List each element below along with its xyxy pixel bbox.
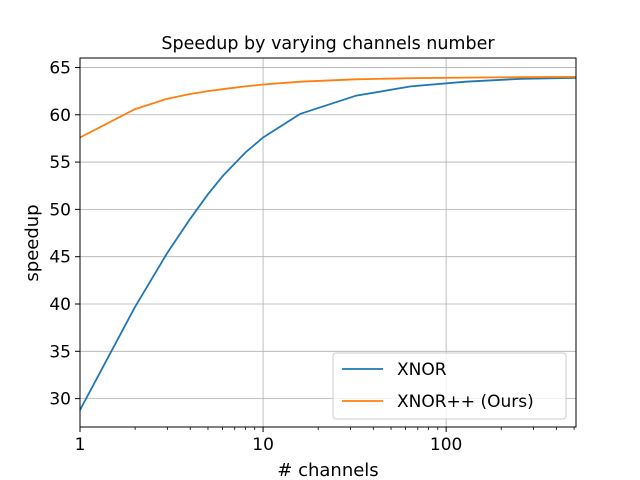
y-tick-label: 60 [49,106,71,126]
legend-box [332,352,567,420]
chart-title: Speedup by varying channels number [161,34,495,54]
series-line [79,76,577,139]
y-tick-label: 45 [49,248,71,268]
series-lines [79,76,577,411]
x-tick-label: 100 [430,435,462,455]
legend-label: XNOR++ (Ours) [397,392,534,412]
plot-frame [79,57,577,428]
y-tick-label: 30 [49,390,71,410]
x-tick-label: 10 [252,435,274,455]
y-tick-label: 40 [49,295,71,315]
y-tick-label: 55 [49,153,71,173]
legend-label: XNOR [397,360,447,380]
x-axis-ticks: 1 10 100 [75,427,575,455]
legend: XNOR XNOR++ (Ours) [332,352,567,420]
grid [79,58,576,427]
y-tick-label: 65 [49,58,71,78]
y-axis-label: speedup [22,204,43,281]
series-line [79,77,577,411]
y-tick-label: 35 [49,342,71,362]
y-axis-ticks: 30 35 40 45 50 55 60 65 [49,58,80,410]
x-tick-label: 1 [75,435,86,455]
y-tick-label: 50 [49,200,71,220]
x-axis-label: # channels [277,460,378,480]
